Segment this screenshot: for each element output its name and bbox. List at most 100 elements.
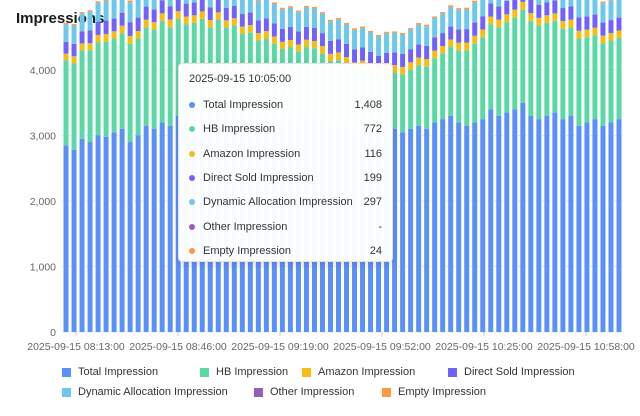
bar-total[interactable]	[135, 135, 141, 333]
bar-direct[interactable]	[608, 20, 614, 34]
bar-total[interactable]	[392, 128, 398, 332]
bar-amazon[interactable]	[199, 11, 205, 19]
bar-hb[interactable]	[408, 70, 414, 129]
bar-empty[interactable]	[327, 19, 333, 22]
bar-empty[interactable]	[376, 34, 382, 37]
bar-total[interactable]	[584, 122, 590, 333]
bar-amazon[interactable]	[191, 15, 197, 23]
bar-empty[interactable]	[95, 1, 101, 3]
bar-direct[interactable]	[440, 33, 446, 47]
bar-empty[interactable]	[360, 26, 366, 29]
bar-hb[interactable]	[520, 9, 526, 103]
bar-dynamic[interactable]	[239, 0, 245, 15]
bar-hb[interactable]	[167, 27, 173, 126]
bar-total[interactable]	[167, 125, 173, 333]
bar-dynamic[interactable]	[616, 0, 622, 18]
bar-direct[interactable]	[568, 6, 574, 20]
bar-hb[interactable]	[584, 37, 590, 123]
legend-item[interactable]: Direct Sold Impression	[448, 366, 575, 378]
legend-item[interactable]: Empty Impression	[382, 386, 486, 398]
bar-hb[interactable]	[488, 24, 494, 110]
bar-dynamic[interactable]	[344, 24, 349, 44]
bar-amazon[interactable]	[528, 13, 534, 21]
bar-empty[interactable]	[432, 16, 438, 18]
bar-direct[interactable]	[400, 53, 406, 67]
bar-empty[interactable]	[456, 8, 462, 10]
bar-total[interactable]	[560, 119, 566, 333]
bar-dynamic[interactable]	[287, 7, 293, 28]
bar-dynamic[interactable]	[111, 0, 117, 19]
bar-total[interactable]	[488, 109, 494, 332]
bar-total[interactable]	[552, 112, 558, 332]
bar-amazon[interactable]	[167, 19, 173, 28]
bar-total[interactable]	[408, 128, 414, 332]
bar-amazon[interactable]	[536, 17, 542, 26]
bar-empty[interactable]	[255, 0, 261, 1]
bar-amazon[interactable]	[520, 1, 526, 10]
bar-empty[interactable]	[608, 0, 614, 1]
bar-empty[interactable]	[392, 31, 398, 33]
bar-hb[interactable]	[87, 50, 93, 143]
bar-hb[interactable]	[95, 42, 101, 136]
bar-direct[interactable]	[528, 0, 534, 14]
bar-hb[interactable]	[608, 40, 614, 123]
bar-empty[interactable]	[87, 10, 93, 12]
bar-dynamic[interactable]	[416, 24, 422, 45]
bar-empty[interactable]	[416, 23, 422, 25]
bar-amazon[interactable]	[95, 34, 101, 43]
bar-direct[interactable]	[520, 0, 526, 2]
bar-direct[interactable]	[352, 49, 358, 63]
bar-amazon[interactable]	[159, 13, 165, 21]
bar-dynamic[interactable]	[392, 32, 398, 53]
bar-dynamic[interactable]	[424, 26, 430, 46]
bar-dynamic[interactable]	[231, 0, 237, 6]
bar-total[interactable]	[400, 132, 406, 332]
bar-hb[interactable]	[215, 19, 221, 107]
bar-dynamic[interactable]	[368, 32, 374, 52]
bar-amazon[interactable]	[255, 33, 261, 41]
bar-dynamic[interactable]	[376, 36, 382, 56]
bar-dynamic[interactable]	[223, 0, 229, 9]
bar-hb[interactable]	[392, 72, 398, 129]
bar-dynamic[interactable]	[303, 7, 309, 27]
bar-amazon[interactable]	[263, 31, 269, 39]
bar-direct[interactable]	[295, 31, 301, 45]
bar-direct[interactable]	[271, 23, 277, 37]
bar-total[interactable]	[119, 128, 125, 332]
bar-total[interactable]	[111, 132, 117, 332]
bar-hb[interactable]	[592, 35, 598, 120]
bar-direct[interactable]	[263, 18, 269, 32]
bar-dynamic[interactable]	[400, 34, 406, 54]
bar-direct[interactable]	[512, 0, 518, 10]
bar-amazon[interactable]	[223, 20, 229, 28]
bar-hb[interactable]	[143, 27, 149, 126]
bar-total[interactable]	[416, 125, 422, 333]
bar-direct[interactable]	[119, 12, 125, 26]
bar-hb[interactable]	[552, 20, 558, 113]
bar-amazon[interactable]	[231, 18, 237, 26]
bar-dynamic[interactable]	[191, 0, 197, 3]
bar-direct[interactable]	[127, 22, 133, 36]
bar-hb[interactable]	[127, 43, 133, 143]
bar-amazon[interactable]	[87, 43, 93, 51]
bar-dynamic[interactable]	[440, 13, 446, 34]
bar-dynamic[interactable]	[504, 0, 510, 1]
bar-dynamic[interactable]	[71, 25, 77, 44]
bar-total[interactable]	[528, 115, 534, 332]
bar-hb[interactable]	[480, 37, 486, 120]
bar-amazon[interactable]	[207, 20, 213, 28]
bar-dynamic[interactable]	[103, 0, 109, 21]
bar-amazon[interactable]	[392, 65, 398, 73]
bar-dynamic[interactable]	[327, 21, 333, 41]
bar-amazon[interactable]	[79, 43, 85, 51]
bar-amazon[interactable]	[600, 35, 606, 44]
bar-empty[interactable]	[79, 11, 85, 14]
bar-total[interactable]	[480, 119, 486, 333]
bar-amazon[interactable]	[608, 33, 614, 41]
bar-amazon[interactable]	[408, 62, 414, 70]
bar-empty[interactable]	[368, 30, 374, 33]
bar-direct[interactable]	[616, 17, 622, 31]
bar-dynamic[interactable]	[127, 2, 133, 23]
bar-dynamic[interactable]	[496, 0, 502, 7]
bar-amazon[interactable]	[488, 16, 494, 25]
